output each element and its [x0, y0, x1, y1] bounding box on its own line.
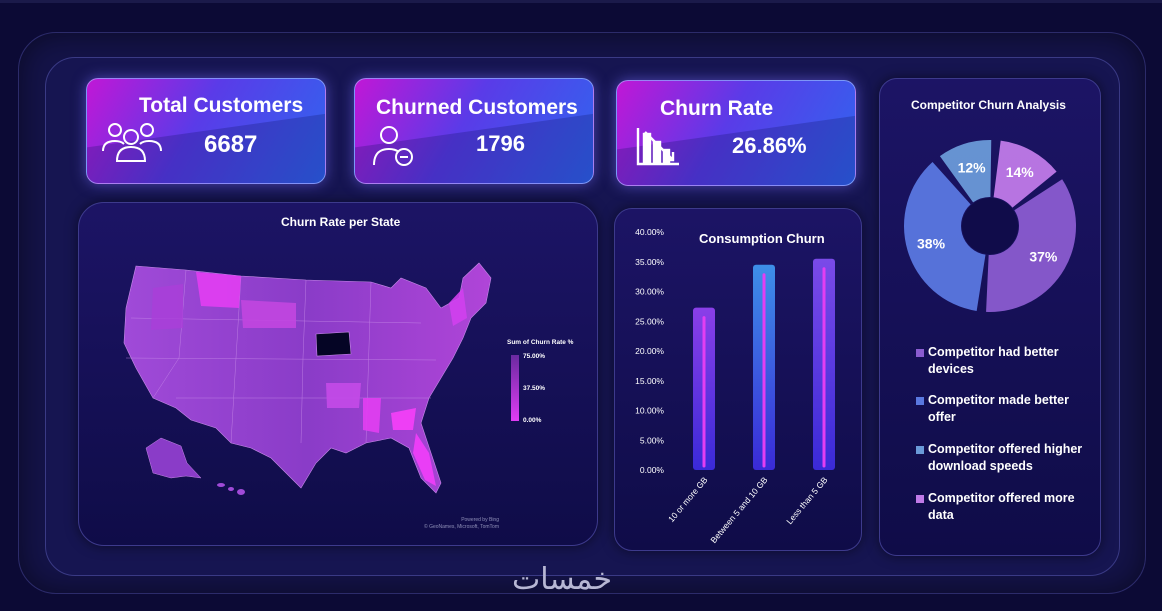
consumption-churn-bar-chart: 0.00% 5.00% 10.00% 15.00% 20.00% 25.00% 30.00%… [635, 227, 835, 545]
legend-label: Competitor offered higher download speed… [928, 442, 1083, 473]
map-legend-tick-mid: 37.50% [523, 385, 546, 392]
x-category-label: Between 5 and 10 GB [708, 475, 769, 545]
legend-swatch [916, 446, 924, 454]
donut-slice-label: 12% [958, 159, 987, 175]
kpi-title: Churn Rate [660, 97, 774, 120]
state-iowa-no-data [315, 331, 352, 357]
y-tick-label: 10.00% [635, 406, 664, 416]
legend-label: Competitor offered more data [928, 491, 1075, 522]
y-tick-label: 40.00% [635, 227, 664, 237]
x-category-label: 10 or more GB [666, 475, 710, 524]
y-tick-label: 15.00% [635, 376, 664, 386]
declining-bar-chart-icon [636, 128, 679, 166]
map-credit: Powered by Bing © GeoNames, Microsoft, T… [379, 517, 499, 531]
kpi-value: 26.86% [732, 133, 807, 158]
legend-item-data: Competitor offered more data [916, 490, 1086, 524]
donut-slice-1[interactable] [904, 162, 986, 311]
kpi-title: Churned Customers [376, 96, 578, 119]
map-credit-line1: Powered by Bing [461, 517, 499, 523]
state-highlights [151, 272, 467, 486]
map-credit-line2: © GeoNames, Microsoft, TomTom [424, 524, 499, 530]
y-tick-label: 25.00% [635, 316, 664, 326]
donut-slice-0[interactable] [986, 179, 1076, 312]
donut-slice-3[interactable] [993, 140, 1057, 208]
map-panel: Churn Rate per State [78, 202, 598, 546]
legend-item-devices: Competitor had better devices [916, 344, 1086, 378]
y-tick-label: 20.00% [635, 346, 664, 356]
legend-label: Competitor made better offer [928, 393, 1069, 424]
y-tick-label: 5.00% [640, 435, 665, 445]
competitor-churn-donut-chart: 14% 37% 38% 12% [904, 140, 1076, 312]
donut-slice-2[interactable] [939, 140, 992, 203]
legend-item-speeds: Competitor offered higher download speed… [916, 441, 1086, 475]
donut-slice-label: 37% [1029, 249, 1058, 265]
alaska-shape [145, 437, 202, 479]
consumption-churn-panel: Consumption Churn 0.00% 5.00% 10.00% 15.00%… [614, 208, 862, 551]
kpi-value: 6687 [204, 131, 258, 158]
map-legend-gradient [511, 355, 519, 421]
legend-label: Competitor had better devices [928, 345, 1059, 376]
kpi-card-total-customers: Total Customers 6687 [86, 78, 326, 184]
watermark-logo: خمسات [512, 562, 613, 597]
kpi-value: 1796 [476, 131, 525, 156]
legend-swatch [916, 349, 924, 357]
users-icon [102, 123, 162, 162]
kpi-title: Total Customers [139, 94, 304, 117]
consumption-churn-title: Consumption Churn [699, 231, 825, 246]
x-category-label: Less than 5 GB [784, 475, 830, 527]
legend-swatch [916, 495, 924, 503]
y-tick-label: 35.00% [635, 257, 664, 267]
kpi-card-churned-customers: Churned Customers 1796 [354, 78, 594, 184]
y-tick-label: 0.00% [640, 465, 665, 475]
hawaii-shape [217, 483, 245, 495]
legend-swatch [916, 397, 924, 405]
donut-slice-label: 38% [917, 235, 946, 251]
competitor-churn-panel: Competitor Churn Analysis 14% 37% 38% 12% C… [879, 78, 1101, 556]
competitor-churn-title: Competitor Churn Analysis [911, 98, 1066, 112]
map-legend-tick-high: 75.00% [523, 353, 546, 360]
us-mainland-shape [123, 262, 492, 494]
map-title: Churn Rate per State [281, 215, 401, 229]
donut-slice-label: 14% [1006, 164, 1035, 180]
us-state-map[interactable] [91, 248, 511, 508]
top-border-line [0, 0, 1162, 3]
map-legend-title: Sum of Churn Rate % [507, 339, 574, 346]
donut-hole [962, 198, 1018, 254]
map-legend-tick-low: 0.00% [523, 417, 542, 424]
kpi-card-churn-rate: Churn Rate 26.86% [616, 80, 856, 186]
y-tick-label: 30.00% [635, 287, 664, 297]
legend-item-offer: Competitor made better offer [916, 392, 1086, 426]
user-minus-icon [373, 126, 413, 166]
